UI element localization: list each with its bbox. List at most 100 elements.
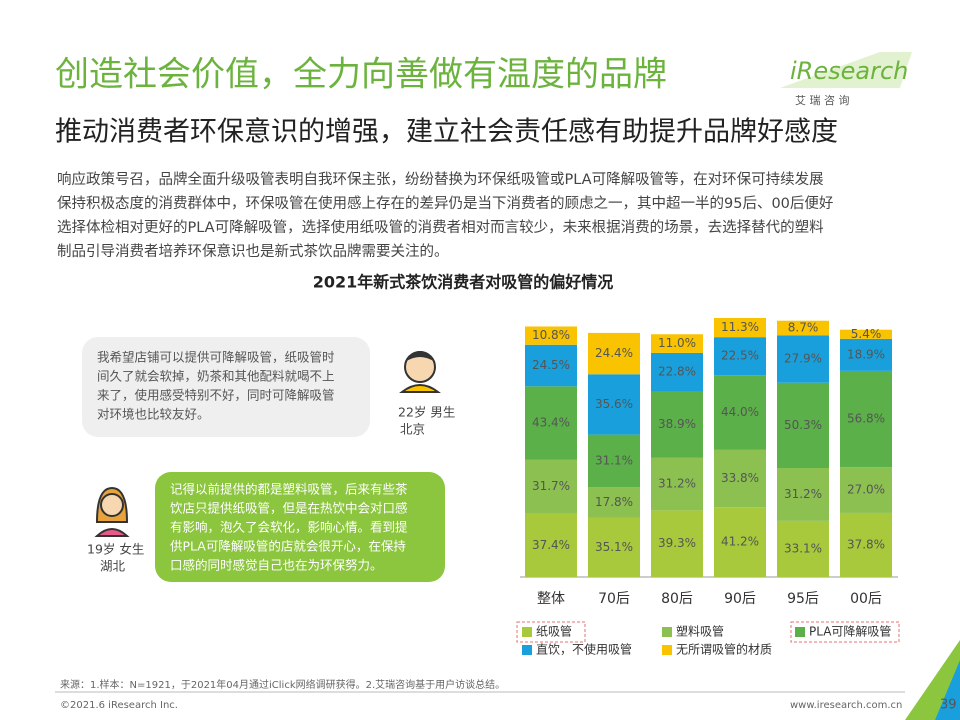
legend-label: 无所谓吸管的材质 xyxy=(676,642,772,657)
bar-segment xyxy=(588,517,640,577)
source: 来源：1.样本：N=1921，于2021年04月通过iClick网络调研获得。2… xyxy=(60,678,505,691)
legend-label: PLA可降解吸管 xyxy=(809,624,891,639)
bar-segment xyxy=(525,344,577,387)
quote-line: 对环境也比较友好。 xyxy=(97,407,210,422)
value-label: 8.7% xyxy=(788,321,819,335)
legend-swatch xyxy=(662,645,672,655)
place: 北京 xyxy=(400,422,425,437)
value-label: 31.7% xyxy=(532,479,570,493)
legend-label: 塑料吸管 xyxy=(676,624,724,639)
paragraph-line: 制品引导消费者培养环保意识也是新式茶饮品牌需要关注的。 xyxy=(57,242,449,260)
bar-segment xyxy=(525,326,577,345)
x-tick-label: 80后 xyxy=(661,591,693,607)
highlight-box xyxy=(516,621,586,643)
bar-segment xyxy=(651,334,703,353)
legend-swatch xyxy=(662,627,672,637)
logo: iResearch xyxy=(790,57,908,85)
bar-segment xyxy=(588,487,640,518)
logo-shape xyxy=(780,52,912,88)
person: 22岁 男生 xyxy=(398,405,455,420)
value-label: 43.4% xyxy=(532,416,570,430)
paragraph: 响应政策号召，品牌全面升级吸管表明自我环保主张，纷纷替换为环保纸吸管或PLA可降… xyxy=(57,170,833,260)
bar-segment xyxy=(714,449,766,508)
bar-segment xyxy=(777,335,829,383)
value-label: 38.9% xyxy=(658,417,696,431)
bar-segment xyxy=(651,391,703,458)
bar-segment xyxy=(714,337,766,376)
page-number: 39 xyxy=(940,698,957,713)
value-label: 37.8% xyxy=(847,537,885,551)
quote-bubble xyxy=(82,337,370,437)
value-label: 17.8% xyxy=(595,495,633,509)
value-label: 18.9% xyxy=(847,347,885,361)
bar-segment xyxy=(777,382,829,469)
value-label: 22.8% xyxy=(658,365,696,379)
legend-label: 直饮，不使用吸管 xyxy=(536,642,632,657)
x-tick-label: 90后 xyxy=(724,591,756,607)
value-label: 31.2% xyxy=(784,487,822,501)
avatar-female xyxy=(94,486,130,537)
bar-segment xyxy=(840,467,892,513)
x-tick-label: 95后 xyxy=(787,591,819,607)
bar-segment xyxy=(525,513,577,577)
paragraph-line: 选择体检相对更好的PLA可降解吸管，选择使用纸吸管的消费者相对而言较少，未来根据… xyxy=(57,218,824,236)
bar-segment xyxy=(588,374,640,435)
bar-segment xyxy=(525,386,577,460)
bar-segment xyxy=(840,329,892,339)
value-label: 39.3% xyxy=(658,536,696,550)
bar-segment xyxy=(651,352,703,392)
value-label: 37.4% xyxy=(532,538,570,552)
bar-segment xyxy=(714,507,766,577)
place: 湖北 xyxy=(100,559,126,574)
x-tick-label: 00后 xyxy=(850,591,882,607)
bar-segment xyxy=(777,520,829,577)
x-tick-label: 整体 xyxy=(537,591,565,607)
bar-segment xyxy=(714,318,766,338)
avatar-male xyxy=(399,351,441,393)
value-label: 24.4% xyxy=(595,346,633,360)
paragraph-line: 保持积极态度的消费群体中，环保吸管在使用感上存在的差异仍是当下消费者的顾虑之一，… xyxy=(57,195,833,212)
bar-segment xyxy=(588,332,640,375)
chart-title: 2021年新式茶饮消费者对吸管的偏好情况 xyxy=(313,273,614,292)
legend-label: 纸吸管 xyxy=(536,624,572,639)
bar-segment xyxy=(840,338,892,371)
highlight-box xyxy=(790,621,900,643)
value-label: 31.1% xyxy=(595,453,633,467)
quote-line: 间久了就会软掉，奶茶和其他配料就喝不上 xyxy=(97,369,335,384)
quote-line: 来了，使用感受特别不好，同时可降解吸管 xyxy=(97,388,335,403)
value-label: 33.1% xyxy=(784,541,822,555)
value-label: 35.1% xyxy=(595,540,633,554)
value-label: 11.3% xyxy=(721,320,759,334)
person: 19岁 女生 xyxy=(87,542,144,557)
legend-swatch xyxy=(522,645,532,655)
value-label: 31.2% xyxy=(658,476,696,490)
value-label: 44.0% xyxy=(721,405,759,419)
value-label: 50.3% xyxy=(784,418,822,432)
bar-segment xyxy=(525,459,577,514)
value-label: 11.0% xyxy=(658,336,696,350)
value-label: 27.0% xyxy=(847,483,885,497)
value-label: 35.6% xyxy=(595,397,633,411)
quote-line: 有影响，泡久了会软化，影响心情。看到提 xyxy=(170,520,408,535)
bar-segment xyxy=(714,375,766,450)
paragraph-line: 响应政策号召，品牌全面升级吸管表明自我环保主张，纷纷替换为环保纸吸管或PLA可降… xyxy=(57,170,824,188)
subtitle: 推动消费者环保意识的增强，建立社会责任感有助提升品牌好感度 xyxy=(55,117,838,148)
bar-segment xyxy=(777,468,829,521)
value-label: 22.5% xyxy=(721,349,759,363)
quote-line: 供PLA可降解吸管的店就会很开心，在保持 xyxy=(170,539,406,554)
value-label: 41.2% xyxy=(721,535,759,549)
quote-line: 记得以前提供的都是塑料吸管，后来有些茶 xyxy=(170,482,408,497)
bar-segment xyxy=(840,512,892,577)
legend-swatch xyxy=(795,627,805,637)
quote-line: 口感的同时感觉自己也在为环保努力。 xyxy=(170,558,383,573)
url: www.iresearch.com.cn xyxy=(790,700,902,711)
bar-segment xyxy=(777,320,829,336)
bar-segment xyxy=(651,510,703,577)
x-tick-label: 70后 xyxy=(598,591,630,607)
quote-bubble xyxy=(155,472,445,582)
chart: 整体 37.4% 31.7% 43.4% 24.5% 10.8% 70后 35.1% 17.8%… xyxy=(520,318,898,657)
value-label: 56.8% xyxy=(847,412,885,426)
bar-segment xyxy=(840,370,892,468)
quote-line: 我希望店铺可以提供可降解吸管，纸吸管时 xyxy=(97,350,335,365)
